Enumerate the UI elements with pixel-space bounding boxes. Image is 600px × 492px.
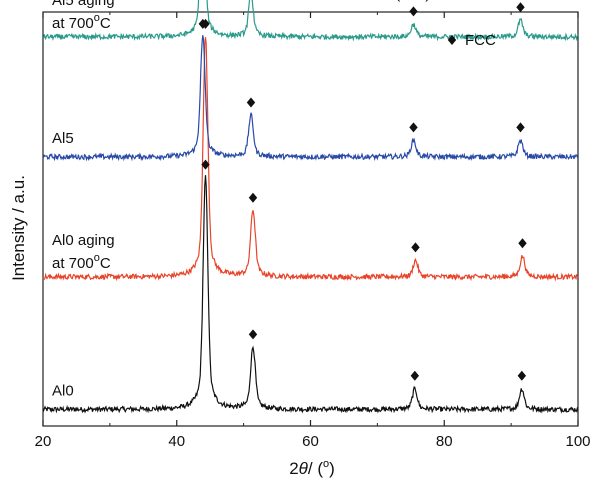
series-line-3 [43, 0, 579, 42]
series-label-0: Al0 [52, 382, 74, 399]
plot-frame [42, 11, 579, 427]
series-label-1-line1: Al0 aging [52, 232, 115, 249]
fcc-marker [518, 238, 527, 249]
series-label-1-line2: at 700oC [52, 252, 111, 272]
series-label-2: Al5 [52, 130, 74, 147]
x-tick-label: 100 [565, 433, 590, 450]
series-label-1-degree: o [94, 252, 100, 264]
series-label-1-unit: C [100, 255, 111, 272]
series-label-3-line2-text: at 700 [52, 15, 94, 32]
x-axis-title-theta: θ [299, 459, 309, 478]
x-axis-title-prefix: 2 [289, 459, 298, 478]
y-axis-title: Intensity / a.u. [9, 175, 28, 281]
fcc-marker [409, 6, 418, 17]
peak-label: (220) [395, 0, 430, 2]
x-axis-title: 2θ/ (o) [289, 458, 335, 478]
series-group [42, 0, 579, 414]
fcc-marker [246, 97, 256, 108]
fcc-markers [198, 2, 527, 381]
series-line-2 [42, 35, 579, 162]
fcc-marker [248, 329, 258, 340]
x-axis-title-close: ) [329, 459, 335, 478]
series-label-3-line2: at 700oC [52, 12, 111, 32]
series-label-3-unit: C [100, 15, 111, 32]
legend-diamond-icon [447, 35, 457, 45]
x-tick-label: 20 [35, 433, 52, 450]
x-axis-title-suffix: / ( [308, 459, 323, 478]
series-label-3-degree: o [94, 12, 100, 24]
fcc-marker [409, 122, 418, 133]
x-axis-title-degree: o [323, 458, 329, 470]
series-line-1 [42, 37, 579, 282]
x-tick-label: 80 [436, 433, 453, 450]
x-tick-label: 40 [168, 433, 185, 450]
fcc-marker [248, 192, 258, 203]
fcc-marker [410, 370, 420, 381]
legend-label: FCC [465, 32, 496, 49]
fcc-marker [516, 2, 525, 13]
series-line-0 [42, 175, 579, 414]
fcc-marker [517, 370, 527, 381]
fcc-marker [411, 242, 420, 253]
axes: 20 40 60 80 100 [35, 11, 591, 450]
x-tick-label: 60 [302, 433, 319, 450]
fcc-marker [201, 159, 210, 170]
series-label-1-line2-text: at 700 [52, 255, 94, 272]
fcc-marker [516, 122, 525, 133]
fcc-marker [198, 18, 208, 29]
series-label-3-line1: Al5 aging [52, 0, 115, 9]
